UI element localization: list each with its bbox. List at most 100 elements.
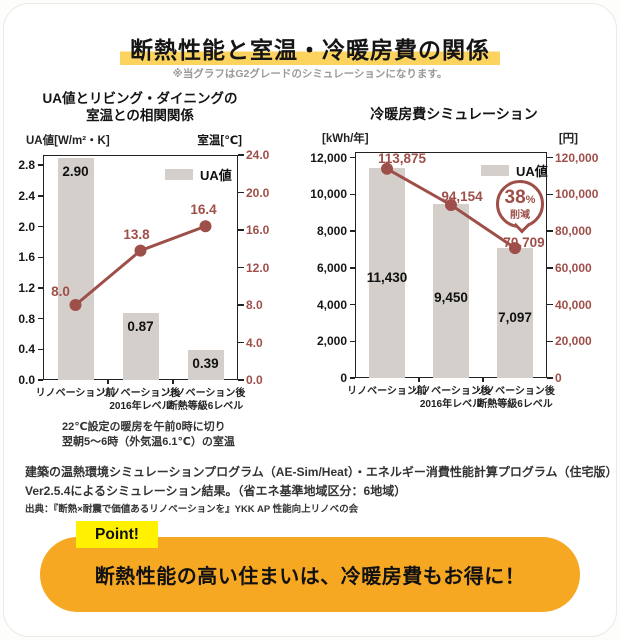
- data-point-icon: [381, 162, 393, 175]
- bar: [122, 313, 159, 380]
- left-axis-tick-label: 4,000: [316, 297, 347, 312]
- line-value-label: 113,875: [377, 150, 427, 166]
- legend-label: UA値: [516, 164, 548, 179]
- right-axis-tick-label: 4.0: [246, 335, 263, 350]
- left-axis-tick-label: 1.2: [18, 280, 35, 295]
- left-chart-note-line1: 22℃設定の暖房を午前0時に切り: [62, 421, 226, 433]
- footer-line2: Ver2.5.4によるシミュレーション結果。（省エネ基準地域区分：6地域）: [25, 484, 407, 498]
- right-chart-right-axis-unit: [円]: [558, 133, 578, 145]
- x-axis-tickmark: [418, 378, 420, 382]
- left-axis-tickmark: [38, 348, 43, 351]
- reduction-badge: 38% 削減: [496, 180, 544, 234]
- right-axis-tick-label: 60,000: [555, 260, 592, 275]
- bar: [57, 157, 94, 380]
- data-point-icon: [509, 242, 521, 255]
- right-axis-tickmark: [238, 266, 244, 269]
- right-axis-tick-label: 0: [555, 371, 562, 385]
- left-axis-tickmark: [38, 287, 43, 289]
- footer-line1: 建築の温熱環境シミュレーションプログラム（AE-Sim/Heat）・エネルギー消…: [25, 465, 618, 479]
- left-axis-tick-label: 2,000: [316, 334, 347, 349]
- line-value-label: 13.8: [123, 226, 150, 242]
- x-axis-tickmark: [482, 378, 484, 382]
- right-axis-tick-label: 20,000: [555, 334, 592, 349]
- left-axis-tickmark: [350, 377, 355, 379]
- left-axis-tickmark: [38, 379, 43, 381]
- legend-swatch-icon: [165, 169, 193, 180]
- left-axis-tickmark: [350, 230, 355, 232]
- right-chart-left-axis-unit: [kWh/年]: [322, 133, 369, 145]
- right-axis-tick-label: 20.0: [246, 185, 270, 200]
- left-chart-title: UA値とリビング・ダイニングの 室温との相関関係: [18, 90, 262, 124]
- left-chart-note-line2: 翌朝5～6時（外気温6.1℃）の室温: [62, 436, 235, 448]
- reduction-badge-value: 38%: [504, 187, 536, 208]
- right-axis-tick-label: 24.0: [246, 148, 270, 162]
- point-banner-text: 断熱性能の高い住まいは、冷暖房費もお得に！: [94, 566, 526, 588]
- right-axis-tickmark: [547, 156, 553, 159]
- data-point-icon: [199, 220, 212, 233]
- reduction-badge-word: 削減: [510, 210, 530, 221]
- line-value-label: 8.0: [51, 284, 70, 299]
- category-label: リノベーション前: [35, 388, 116, 399]
- left-axis-tickmark: [38, 256, 43, 258]
- line-value-label: 16.4: [190, 202, 217, 218]
- right-axis-tick-label: 0.0: [246, 373, 263, 387]
- right-chart-title: 冷暖房費シミュレーション: [336, 106, 572, 123]
- left-axis-tick-label: 0.4: [18, 342, 35, 357]
- left-axis-tickmark: [350, 303, 355, 306]
- data-point-icon: [445, 199, 457, 212]
- data-point-icon: [134, 244, 147, 257]
- left-axis-tickmark: [350, 340, 355, 342]
- point-tag: Point!: [76, 521, 158, 548]
- legend-label: UA値: [200, 168, 232, 183]
- page-title: 断熱性能と室温・冷暖房費の関係: [0, 31, 620, 65]
- left-axis-tick-label: 0.0: [18, 373, 35, 387]
- bar: [497, 247, 533, 378]
- bar-value-label: 0.39: [192, 356, 219, 372]
- right-axis-tickmark: [238, 191, 244, 194]
- bar: [187, 350, 224, 380]
- page-title-highlight: 断熱性能と室温・冷暖房費の関係: [120, 37, 500, 65]
- left-axis-tick-label: 8,000: [316, 224, 347, 238]
- left-axis-tickmark: [38, 317, 43, 320]
- bar-value-label: 7,097: [498, 310, 532, 325]
- left-axis-tick-label: 1.6: [18, 250, 35, 265]
- category-label: リノベーション後 断熱等級6レベル: [165, 388, 246, 412]
- bar: [369, 167, 405, 378]
- left-chart-left-axis-unit: UA値[W/m²・K]: [26, 135, 110, 147]
- bar-value-label: 2.90: [62, 163, 89, 179]
- point-banner: 断熱性能の高い住まいは、冷暖房費もお得に！: [40, 537, 580, 612]
- footer-source-line: 出典：『断熱×耐震で価値あるリノベーションを』YKK AP 性能向上リノベの会: [25, 504, 359, 515]
- left-axis-tickmark: [350, 193, 355, 195]
- left-axis-tickmark: [38, 164, 43, 166]
- right-axis-tick-label: 8.0: [246, 298, 263, 312]
- category-label: リノベーション後 2016年レベル: [411, 386, 491, 410]
- right-axis-tickmark: [547, 267, 553, 269]
- x-axis-tickmark: [107, 380, 109, 384]
- left-axis-tickmark: [350, 267, 355, 269]
- category-label: リノベーション後 2016年レベル: [100, 388, 181, 412]
- left-axis-tick-label: 6,000: [316, 260, 347, 275]
- right-axis-tickmark: [547, 193, 553, 195]
- right-axis-tick-label: 100,000: [555, 187, 599, 202]
- left-axis-tick-label: 2.4: [18, 188, 35, 203]
- right-axis-tick-label: 12.0: [246, 260, 270, 275]
- legend-swatch-icon: [481, 165, 509, 176]
- left-axis-tick-label: 0.8: [18, 311, 35, 326]
- left-axis-tick-label: 10,000: [310, 187, 347, 202]
- left-axis-tick-label: 2.0: [18, 219, 35, 234]
- left-axis-tick-label: 0: [340, 371, 347, 385]
- category-label: リノベーション後 断熱等級6レベル: [475, 386, 555, 410]
- right-chart-legend: UA値: [481, 161, 548, 180]
- bar: [433, 204, 469, 378]
- left-axis-tickmark: [38, 195, 43, 197]
- right-axis-tickmark: [238, 304, 244, 306]
- right-axis-tick-label: 40,000: [555, 297, 592, 312]
- right-axis-tickmark: [547, 230, 553, 232]
- right-axis-tick-label: 80,000: [555, 224, 592, 238]
- right-axis-tickmark: [547, 340, 553, 342]
- x-axis-tickmark: [172, 380, 174, 384]
- bar-value-label: 9,450: [434, 290, 468, 305]
- line-series: [381, 162, 521, 255]
- left-axis-tick-label: 2.8: [18, 158, 35, 173]
- right-axis-tick-label: 120,000: [555, 150, 599, 165]
